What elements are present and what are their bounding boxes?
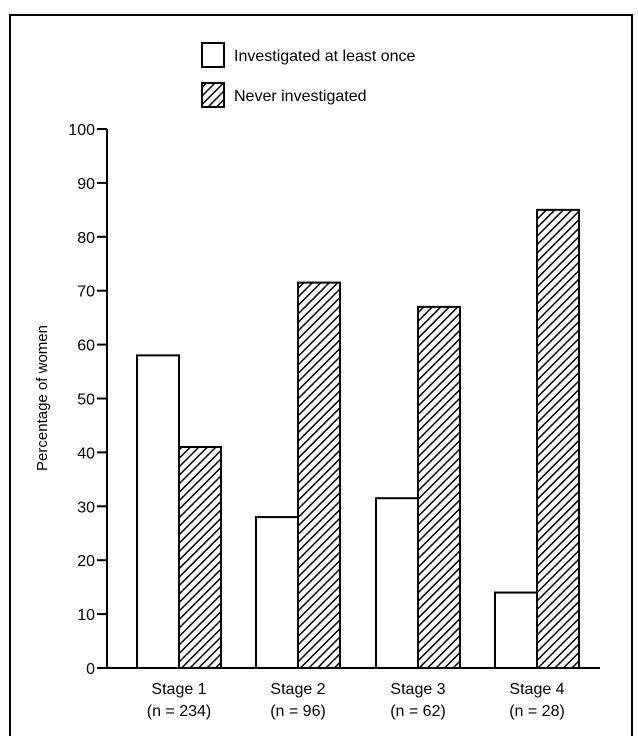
category-label: Stage 1 <box>151 681 206 698</box>
y-tick-label: 70 <box>77 284 95 301</box>
bars <box>136 208 580 670</box>
bar-never-stage-3 <box>417 305 461 669</box>
bar-investigated-stage-4 <box>494 591 538 669</box>
y-tick-label: 50 <box>77 392 95 409</box>
bar-never-stage-2 <box>297 281 341 669</box>
bar-investigated-stage-1 <box>136 354 180 669</box>
bar-never-stage-4 <box>536 208 580 669</box>
bar-investigated-stage-2 <box>255 516 299 670</box>
category-sublabel: (n = 28) <box>509 703 565 720</box>
legend-swatch-never <box>201 82 225 108</box>
y-tick-label: 60 <box>77 338 95 355</box>
category-labels: Stage 1 (n = 234) Stage 2 (n = 96) Stage 3 (n… <box>147 681 565 720</box>
category-label: Stage 3 <box>390 681 445 698</box>
y-axis-title: Percentage of women <box>34 325 51 471</box>
chart-frame <box>9 14 633 736</box>
y-tick-label: 20 <box>77 553 95 570</box>
category-sublabel: (n = 234) <box>147 703 211 720</box>
legend: Investigated at least once Never investi… <box>201 42 416 108</box>
category-sublabel: (n = 62) <box>390 703 446 720</box>
legend-label-never: Never investigated <box>234 88 367 105</box>
legend-label-investigated: Investigated at least once <box>234 48 416 65</box>
y-tick-label: 10 <box>77 607 95 624</box>
bar-never-stage-1 <box>178 446 222 670</box>
y-tick-label: 90 <box>77 176 95 193</box>
y-tick-label: 0 <box>86 661 95 678</box>
category-label: Stage 4 <box>509 681 564 698</box>
y-tick-label: 40 <box>77 445 95 462</box>
category-sublabel: (n = 96) <box>270 703 326 720</box>
y-tick-label: 80 <box>77 230 95 247</box>
y-tick-label: 100 <box>68 122 95 139</box>
category-label: Stage 2 <box>270 681 325 698</box>
y-tick-label: 30 <box>77 499 95 516</box>
bar-investigated-stage-3 <box>375 497 419 669</box>
legend-swatch-investigated <box>201 42 225 68</box>
